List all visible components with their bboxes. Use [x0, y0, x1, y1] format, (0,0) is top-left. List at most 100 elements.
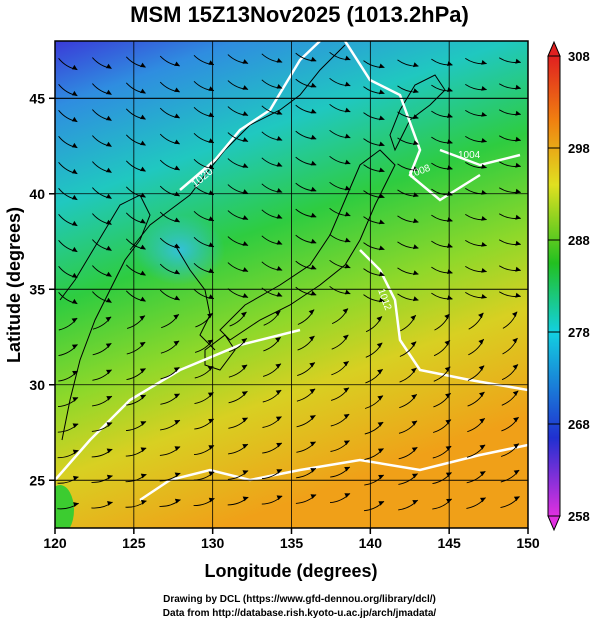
streamline-arrow-192 — [411, 394, 417, 400]
streamline-arrow-159 — [241, 338, 247, 344]
streamline-arrow-79 — [378, 193, 385, 199]
streamline-arrow-118 — [276, 266, 283, 271]
streamline-arrow-8 — [344, 55, 351, 61]
streamline-arrow-2 — [140, 62, 146, 68]
streamline-arrow-95 — [447, 217, 453, 222]
streamline-arrow-57 — [106, 167, 112, 173]
streamline-arrow-109 — [447, 243, 453, 248]
streamline-arrow-12 — [481, 60, 487, 65]
streamline-arrow-119 — [310, 264, 317, 270]
streamline-arrow-83 — [515, 188, 521, 194]
colorbar-top-arrow — [547, 40, 561, 57]
streamline-arrow-84 — [71, 220, 78, 226]
streamline-arrow-176 — [343, 361, 349, 367]
y-axis-ticks: 25 30 35 40 45 — [29, 90, 55, 488]
streamline-arrow-125 — [515, 266, 521, 272]
streamline-arrow-238 — [73, 502, 79, 507]
streamline-arrow-142 — [139, 315, 145, 321]
colorbar-bottom-arrow — [547, 515, 561, 532]
streamline-arrow-156 — [139, 342, 146, 347]
streamline-arrow-134 — [344, 289, 351, 295]
streamline-arrow-42 — [71, 142, 78, 148]
streamline-arrow-90 — [276, 214, 283, 219]
colorbar: 308 298 288 278 268 258 — [547, 40, 590, 532]
streamline-arrow-117 — [242, 267, 249, 272]
coastline-hokkaido — [389, 74, 446, 152]
streamline-arrow-86 — [140, 218, 146, 224]
streamline-arrow-223 — [513, 443, 519, 449]
colorbar-tick-label-278: 278 — [568, 325, 590, 340]
streamline-arrow-10 — [413, 62, 419, 68]
streamline-arrow-244 — [276, 495, 283, 501]
streamline-arrow-64 — [344, 159, 351, 165]
streamline-arrow-97 — [515, 214, 521, 220]
streamline-arrow-154 — [71, 344, 78, 350]
x-axis-ticks: 120 125 130 135 140 145 150 — [43, 528, 540, 551]
streamline-arrow-165 — [444, 340, 450, 346]
plot-area — [55, 41, 528, 528]
wind-streamlines — [57, 51, 521, 512]
streamline-arrow-33 — [242, 111, 249, 116]
streamline-arrow-190 — [343, 387, 349, 393]
streamline-arrow-246 — [344, 493, 350, 498]
streamline-arrow-58 — [140, 166, 146, 172]
streamline-arrow-55 — [515, 136, 521, 142]
streamline-arrow-89 — [242, 215, 249, 220]
streamline-arrow-111 — [515, 240, 521, 246]
streamline-arrow-39 — [447, 113, 453, 118]
streamline-arrow-168 — [72, 370, 78, 376]
streamline-arrow-99 — [106, 245, 112, 251]
streamline-arrow-206 — [411, 420, 417, 426]
streamline-arrow-204 — [343, 414, 350, 419]
streamline-arrow-237 — [513, 470, 520, 475]
streamline-arrow-115 — [174, 269, 180, 274]
streamline-arrow-20 — [276, 84, 283, 89]
streamline-arrow-160 — [275, 337, 281, 343]
x-tick-label-120: 120 — [43, 535, 67, 551]
streamline-arrow-123 — [447, 269, 453, 274]
streamline-arrow-155 — [105, 343, 112, 348]
x-tick-label-145: 145 — [437, 535, 461, 551]
streamline-arrow-77 — [310, 186, 317, 192]
streamline-arrow-189 — [309, 388, 316, 394]
streamline-arrow-36 — [344, 107, 351, 113]
streamline-arrow-71 — [106, 193, 112, 199]
streamline-arrow-210 — [72, 449, 79, 455]
streamline-arrow-137 — [447, 295, 453, 300]
streamline-arrow-121 — [378, 271, 385, 277]
streamline-arrow-0 — [71, 64, 78, 70]
streamline-arrow-191 — [377, 395, 383, 401]
streamline-arrow-148 — [342, 308, 348, 314]
streamline-arrow-201 — [242, 417, 248, 423]
streamline-arrow-16 — [140, 88, 146, 94]
streamline-arrow-45 — [174, 139, 180, 144]
streamline-arrow-67 — [447, 165, 453, 170]
streamline-arrow-103 — [242, 241, 249, 246]
streamline-arrow-85 — [106, 219, 112, 225]
coastline-honshu — [219, 149, 396, 341]
streamline-arrow-232 — [344, 466, 350, 472]
streamline-arrow-196 — [72, 423, 79, 428]
streamline-arrow-14 — [71, 90, 78, 96]
streamline-arrow-110 — [481, 242, 487, 247]
streamline-arrow-187 — [241, 391, 248, 396]
streamline-arrow-170 — [139, 368, 146, 374]
streamline-arrow-107 — [378, 245, 385, 251]
streamline-arrow-69 — [515, 162, 521, 168]
streamline-arrow-100 — [140, 244, 146, 250]
streamline-arrow-3 — [174, 61, 180, 66]
streamline-arrow-151 — [444, 313, 450, 320]
streamline-arrow-76 — [276, 188, 283, 193]
streamline-arrow-178 — [411, 367, 417, 373]
streamline-arrow-167 — [512, 338, 518, 344]
streamline-arrow-153 — [512, 311, 518, 317]
streamline-arrow-158 — [207, 339, 213, 345]
streamline-arrow-62 — [276, 162, 283, 167]
streamline-arrow-47 — [242, 137, 249, 142]
streamline-arrow-48 — [276, 136, 283, 141]
streamline-arrow-186 — [207, 392, 214, 398]
streamline-arrow-216 — [276, 442, 282, 448]
colorbar-tick-label-298: 298 — [568, 141, 590, 156]
streamline-arrow-177 — [377, 369, 383, 375]
y-tick-label-25: 25 — [29, 472, 45, 488]
